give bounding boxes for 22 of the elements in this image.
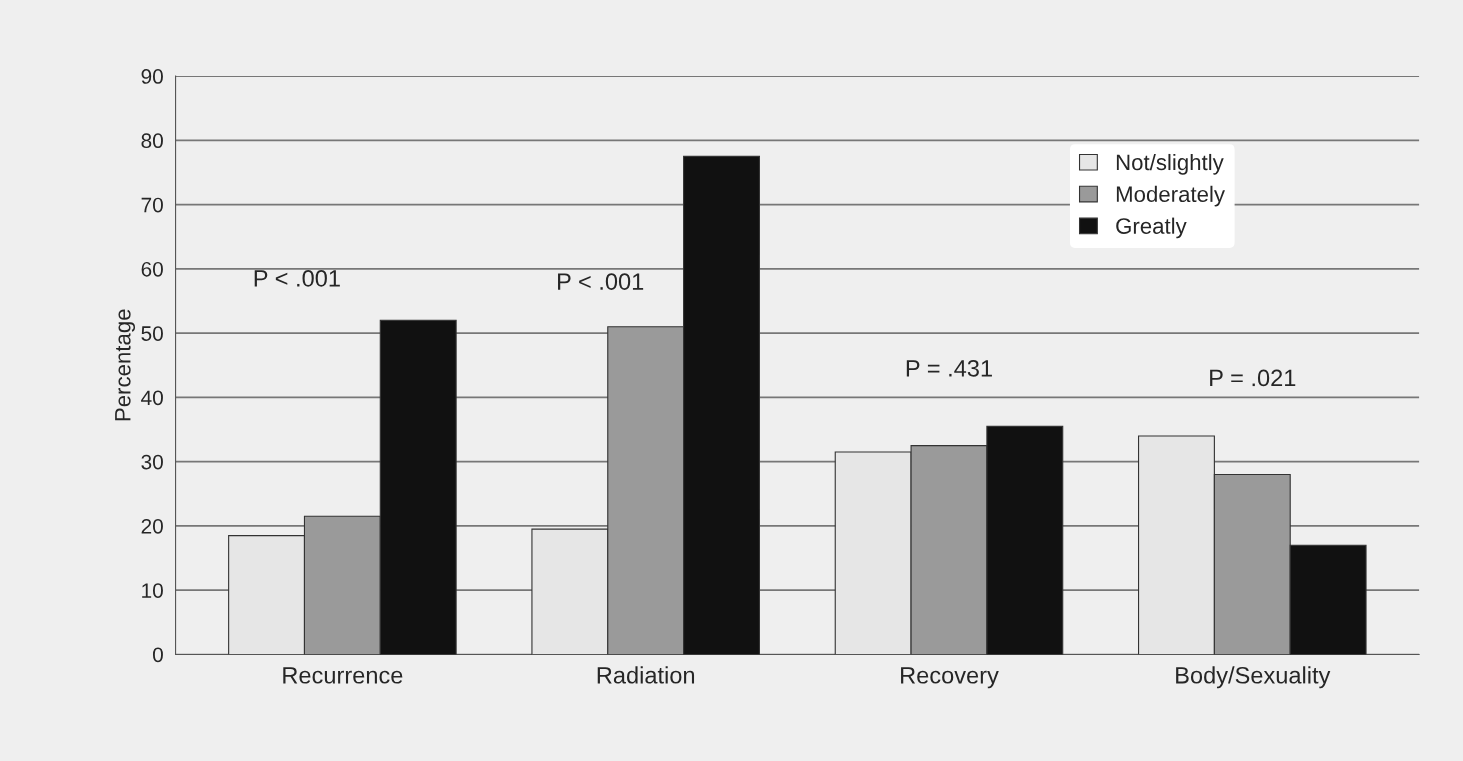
y-tick-label: 90 bbox=[141, 69, 163, 84]
legend-label: Not/slightly bbox=[1116, 153, 1224, 175]
legend-label: Moderately bbox=[1116, 185, 1225, 207]
annotation: P = .431 bbox=[906, 359, 992, 377]
x-tick-label: Body/Sexuality bbox=[1176, 666, 1331, 689]
y-tick-label: 30 bbox=[141, 454, 163, 470]
y-axis-title: Percentage bbox=[115, 309, 136, 421]
y-tick-label: 60 bbox=[141, 261, 163, 277]
x-tick-label: Recurrence bbox=[283, 667, 403, 684]
x-tick-label: Radiation bbox=[597, 666, 695, 684]
y-tick-label: 20 bbox=[141, 518, 163, 534]
y-tick-label: 50 bbox=[141, 326, 163, 341]
x-tick-label: Recovery bbox=[901, 667, 999, 689]
y-tick-label: 0 bbox=[152, 647, 163, 663]
y-tick-label: 80 bbox=[141, 133, 163, 149]
y-tick-label: 10 bbox=[142, 583, 163, 598]
legend-label: Greatly bbox=[1116, 217, 1187, 239]
annotation: P = .021 bbox=[1210, 369, 1296, 387]
annotation: P < .001 bbox=[558, 273, 644, 290]
y-tick-label: 40 bbox=[141, 390, 163, 406]
y-tick-label: 70 bbox=[141, 197, 163, 213]
annotation: P < .001 bbox=[254, 269, 340, 287]
